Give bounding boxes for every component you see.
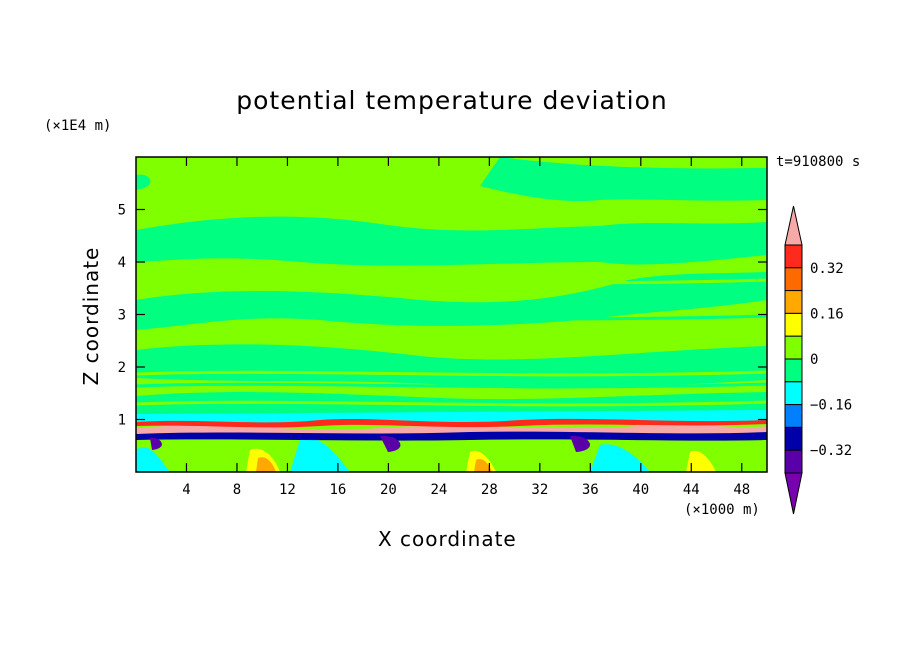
y-tick-label: 5 <box>118 203 126 219</box>
colorbar-box <box>784 335 803 360</box>
chart-title: potential temperature deviation <box>236 86 668 115</box>
colorbar-box <box>784 404 803 428</box>
x-axis-label: X coordinate <box>378 527 517 551</box>
colorbar-box <box>784 244 803 269</box>
x-tick-label: 40 <box>632 482 649 498</box>
x-axis-ticks: 4 8 12 16 20 24 28 32 36 40 44 48 <box>182 157 750 498</box>
y-axis-ticks: 1 2 3 4 5 <box>118 203 767 429</box>
colorbar-box <box>784 290 803 314</box>
x-tick-label: 36 <box>582 482 599 498</box>
x-tick-label: 4 <box>182 482 190 498</box>
y-tick-label: 1 <box>118 413 126 429</box>
field-band <box>136 344 767 389</box>
boundary-layer-navy <box>136 431 767 441</box>
x-tick-label: 20 <box>380 482 397 498</box>
colorbar-box <box>784 426 803 451</box>
field-band <box>136 174 151 190</box>
colorbar-box <box>784 449 803 474</box>
field-band <box>136 216 767 266</box>
x-tick-label: 44 <box>683 482 700 498</box>
colorbar-tick-label: 0 <box>810 352 818 368</box>
y-axis-unit: (×1E4 m) <box>44 118 112 134</box>
x-tick-label: 48 <box>733 482 750 498</box>
boundary-layer-red <box>136 418 767 428</box>
x-axis-unit: (×1000 m) <box>684 502 760 518</box>
striation <box>136 201 767 208</box>
x-tick-label: 12 <box>279 482 296 498</box>
x-tick-label: 24 <box>430 482 447 498</box>
colorbar: 0.32 0.16 0 −0.16 −0.32 <box>784 205 852 515</box>
y-tick-label: 2 <box>118 360 126 376</box>
plot-area <box>136 157 767 472</box>
colorbar-box <box>784 267 803 292</box>
colorbar-tick-label: 0.32 <box>810 261 844 277</box>
colorbar-box <box>784 312 803 337</box>
striation <box>136 278 767 285</box>
field-band <box>480 157 767 202</box>
colorbar-tick-label: −0.16 <box>810 398 852 414</box>
x-tick-label: 32 <box>531 482 548 498</box>
colorbar-extend-bottom <box>784 472 803 515</box>
y-tick-label: 4 <box>118 255 126 271</box>
time-label: t=910800 s <box>776 154 861 170</box>
striation <box>136 370 767 377</box>
colorbar-box <box>784 381 803 406</box>
boundary-layer-cyan <box>136 437 650 472</box>
colorbar-tick-label: 0.16 <box>810 306 844 322</box>
striation <box>136 382 767 389</box>
striation <box>136 400 767 407</box>
x-tick-label: 8 <box>233 482 241 498</box>
colorbar-extend-top <box>784 205 803 246</box>
striation <box>136 336 767 343</box>
field-striations <box>136 201 767 407</box>
colorbar-tick-label: −0.32 <box>810 443 852 459</box>
striation <box>136 314 767 321</box>
x-tick-label: 28 <box>481 482 498 498</box>
colorbar-box <box>784 358 803 383</box>
striation <box>136 241 767 248</box>
striation <box>136 358 767 365</box>
x-tick-label: 16 <box>329 482 346 498</box>
y-tick-label: 3 <box>118 308 126 324</box>
